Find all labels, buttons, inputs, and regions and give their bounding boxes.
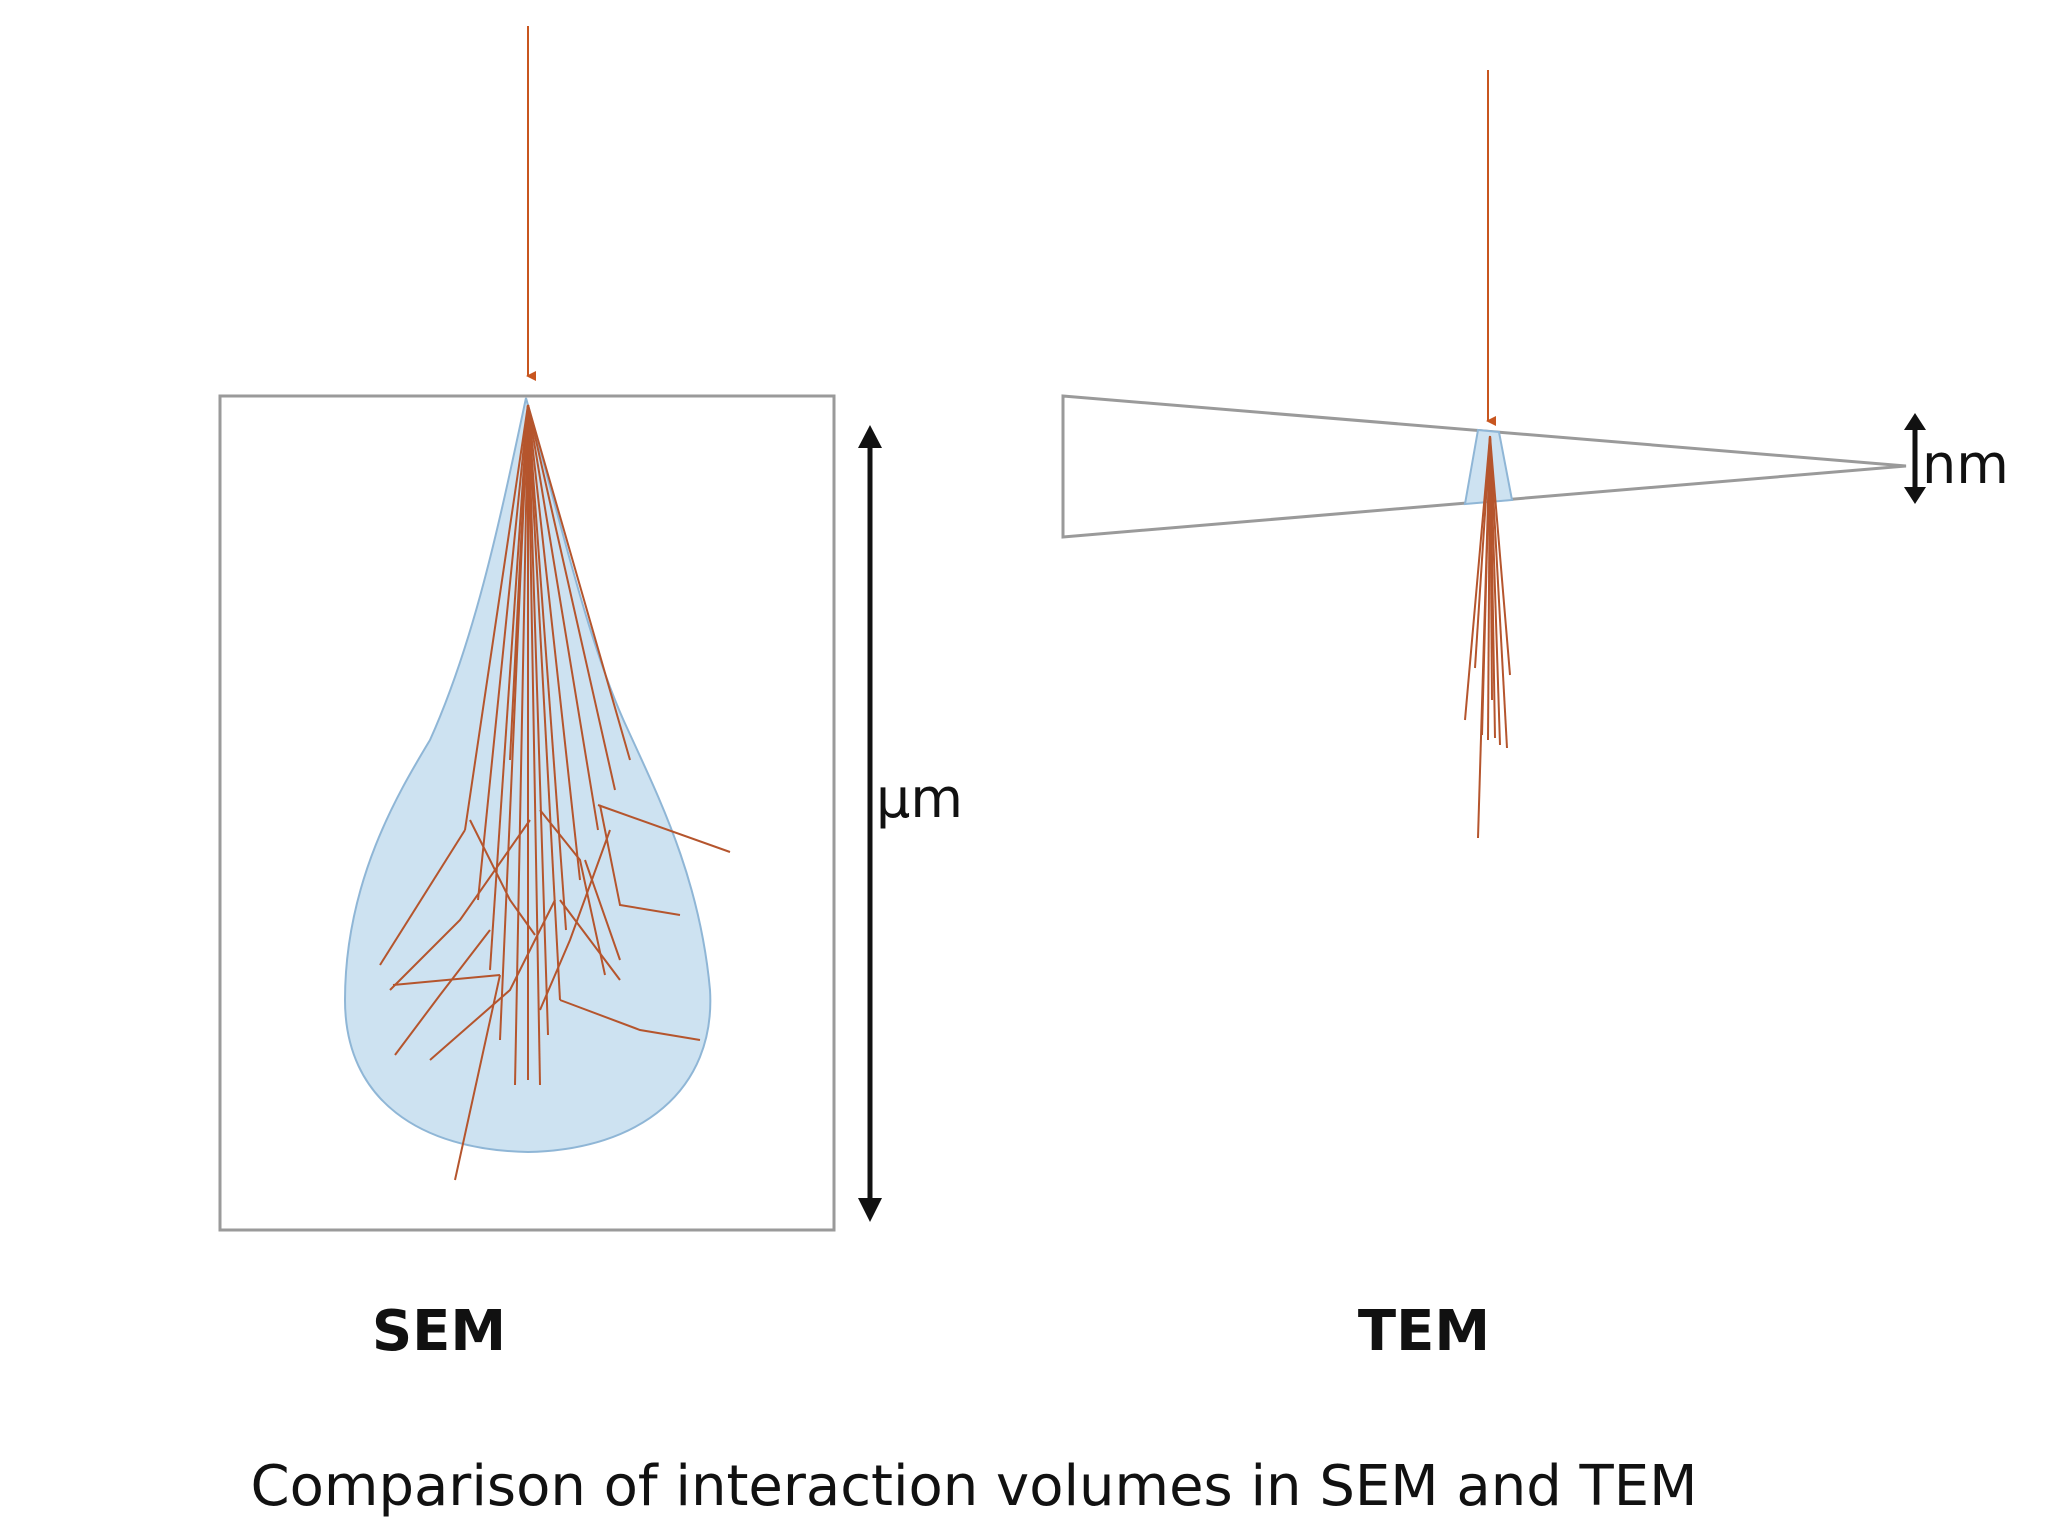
sem-scale-label: µm [876, 767, 963, 830]
sem-electron-trajectories [379, 404, 731, 1181]
figure-caption: Comparison of interaction volumes in SEM… [251, 1454, 1698, 1519]
tem-panel: nm TEM [1061, 70, 2009, 1364]
tem-label: TEM [1358, 1299, 1490, 1364]
sem-label: SEM [372, 1299, 506, 1364]
sem-bulk-sample [218, 394, 836, 1232]
sem-scale-arrow [858, 425, 882, 1222]
tem-electron-trajectories [1464, 435, 1511, 839]
tem-scale-arrow [1904, 413, 1926, 504]
sem-panel: µm SEM [218, 26, 963, 1364]
tem-scale-label: nm [1922, 433, 2009, 496]
